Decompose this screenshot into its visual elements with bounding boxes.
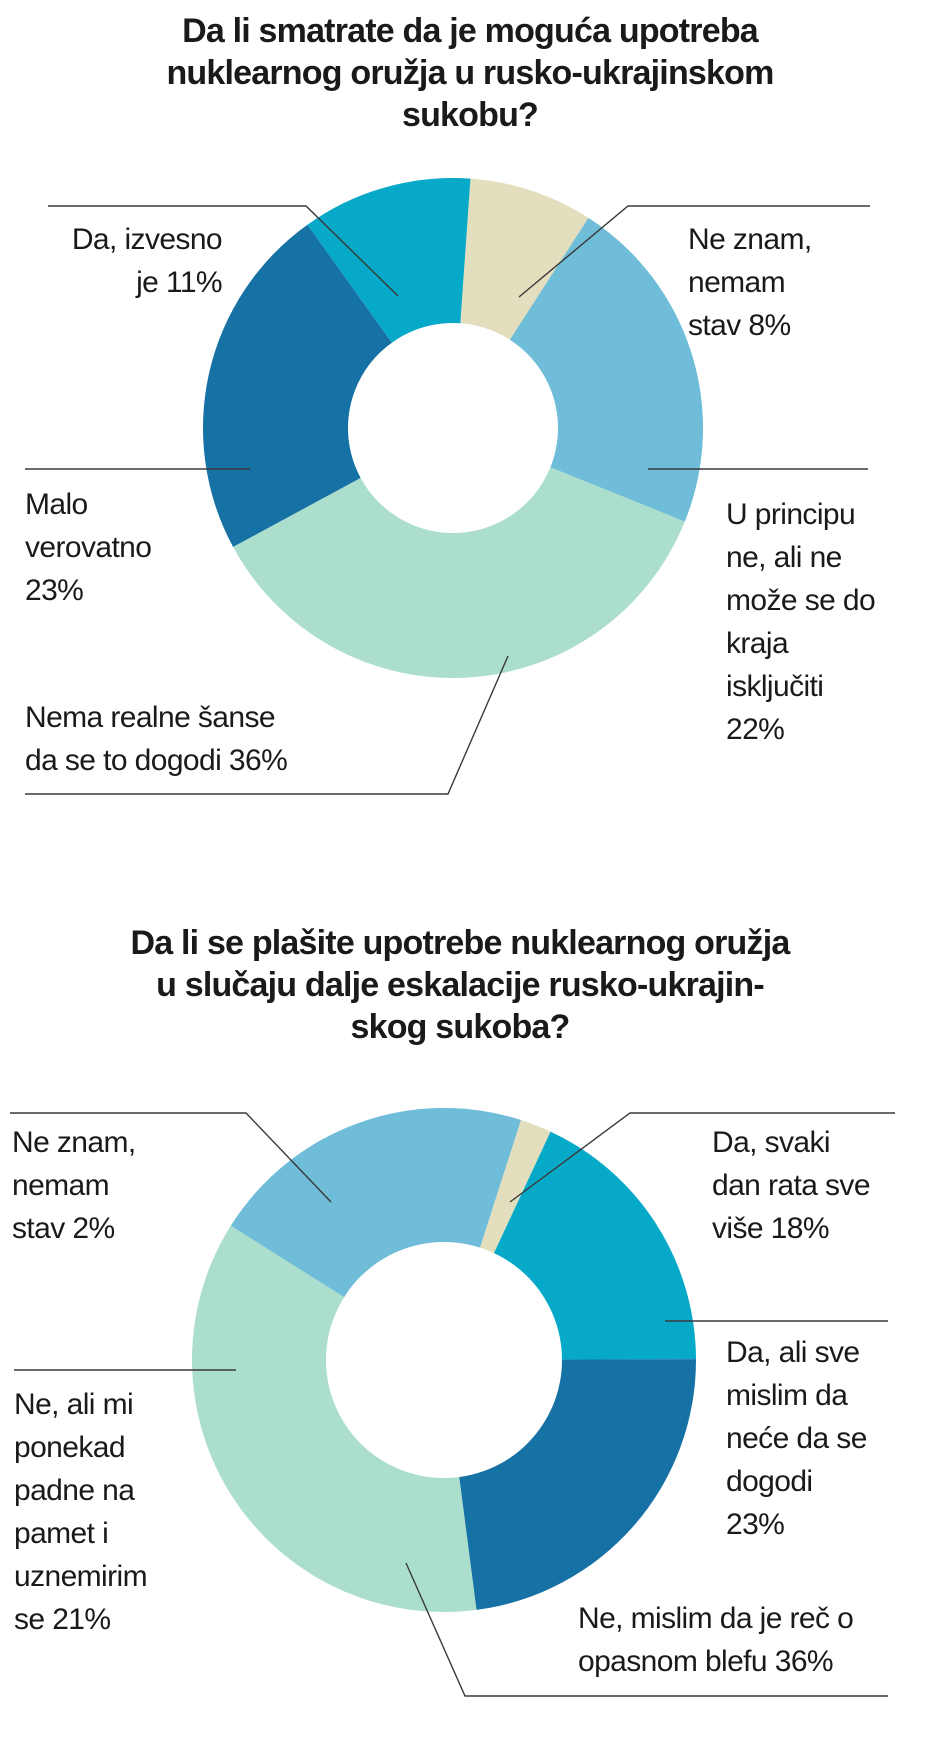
chart-2-donut (10, 1107, 895, 1697)
leader-blef (405, 1562, 888, 1697)
chart-2-donut-hole (326, 1242, 562, 1478)
label-da-izvesno: Da, izvesno je 11% (71, 223, 223, 299)
chart-1: Da li smatrate da je moguća upotreba nuk… (0, 0, 940, 860)
label-ne-znam-2: Ne znam, nemam stav 2% (12, 1126, 136, 1245)
chart-1-slice-4 (202, 224, 453, 547)
label-da-ali: Da, ali sve mislim da neće da se dogodi … (726, 1336, 867, 1541)
leader-da-izvesno (48, 205, 399, 297)
chart-1-donut-hole (348, 323, 558, 533)
chart-2-slice-3 (192, 1225, 477, 1612)
chart-1-title: Da li smatrate da je moguća upotreba nuk… (166, 12, 774, 134)
label-blef: Ne, mislim da je reč o opasnom blefu 36% (578, 1602, 854, 1678)
chart-2: Da li se plašite upotrebe nuklearnog oru… (0, 900, 940, 1748)
leader-da-svaki (509, 1112, 895, 1203)
label-nema: Nema realne šanse da se to dogodi 36% (25, 701, 288, 777)
chart-1-slice-3 (233, 428, 685, 679)
label-u-principu: U principu ne, ali ne može se do kraja i… (726, 498, 876, 746)
leader-ne-znam-2 (10, 1112, 332, 1203)
chart-1-donut (25, 178, 870, 795)
label-malo: Malo verovatno 23% (25, 488, 152, 607)
chart-2-title: Da li se plašite upotrebe nuklearnog oru… (130, 924, 791, 1046)
leader-nema (25, 655, 509, 795)
label-ne-znam: Ne znam, nemam stav 8% (688, 223, 812, 342)
leader-ne-znam (518, 205, 870, 298)
label-da-svaki: Da, svaki dan rata sve više 18% (712, 1126, 871, 1245)
label-ne-ali: Ne, ali mi ponekad padne na pamet i uzne… (14, 1388, 148, 1636)
